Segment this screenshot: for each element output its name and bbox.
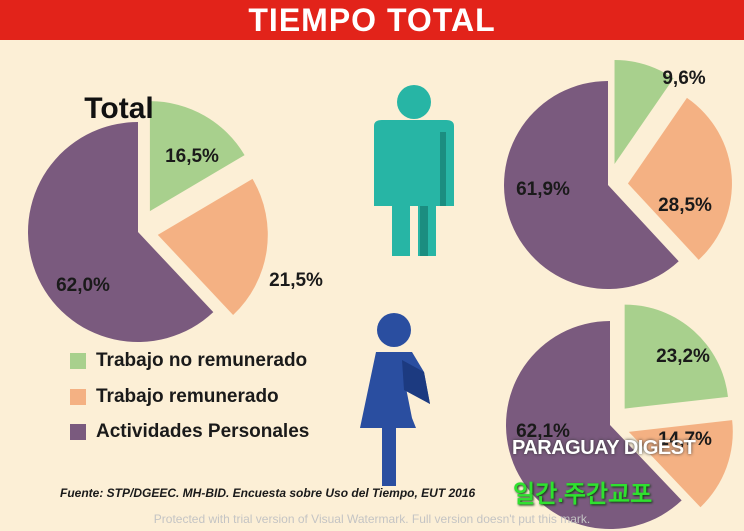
- slice-unpaid-work: [149, 101, 245, 212]
- slice-value-label: 61,9%: [516, 179, 570, 200]
- legend-label: Trabajo remunerado: [96, 386, 279, 407]
- slice-unpaid-work: [624, 304, 728, 409]
- page-title: TIEMPO TOTAL: [248, 2, 496, 38]
- legend-item-unpaid: Trabajo no remunerado: [70, 348, 307, 374]
- slice-personal-activities: [503, 81, 679, 289]
- legend-swatch: [70, 389, 86, 405]
- slice-value-label: 62,1%: [516, 421, 570, 442]
- slice-unpaid-work: [614, 59, 674, 164]
- source-note: Fuente: STP/DGEEC. MH-BID. Encuesta sobr…: [60, 486, 476, 500]
- legend-label: Actividades Personales: [96, 421, 310, 442]
- legend-item-personal: Actividades Personales: [70, 419, 309, 445]
- pie-total: 16,5% 21,5% 62,0% Total: [27, 92, 323, 342]
- slice-paid-work: [627, 97, 732, 260]
- pie-men: 9,6% 28,5% 61,9%: [503, 59, 732, 289]
- slice-paid-work: [157, 178, 268, 316]
- slice-value-label: 16,5%: [165, 146, 219, 167]
- slice-value-label: 9,6%: [662, 68, 705, 89]
- man-icon: [374, 85, 454, 256]
- slice-paid-work: [628, 420, 733, 508]
- slice-personal-activities: [27, 122, 214, 342]
- slice-value-label: 14,7%: [658, 429, 712, 450]
- slice-value-label: 28,5%: [658, 195, 712, 216]
- watermark-trial-notice: Protected with trial version of Visual W…: [153, 512, 591, 526]
- pie-title: Total: [84, 92, 153, 125]
- legend-swatch: [70, 424, 86, 440]
- slice-personal-activities: [505, 321, 682, 529]
- title-banner: [0, 0, 744, 40]
- legend-swatch: [70, 353, 86, 369]
- pie-women: 23,2% 14,7% 62,1%: [505, 304, 733, 529]
- legend-label: Trabajo no remunerado: [96, 350, 308, 371]
- slice-value-label: 62,0%: [56, 275, 110, 296]
- legend-item-paid: Trabajo remunerado: [70, 384, 279, 410]
- slice-value-label: 21,5%: [269, 270, 323, 291]
- watermark-korean: 일간.주간교포: [513, 481, 653, 508]
- woman-icon: [360, 313, 430, 486]
- slice-value-label: 23,2%: [656, 346, 710, 367]
- watermark-brand: PARAGUAY DIGEST: [512, 437, 696, 459]
